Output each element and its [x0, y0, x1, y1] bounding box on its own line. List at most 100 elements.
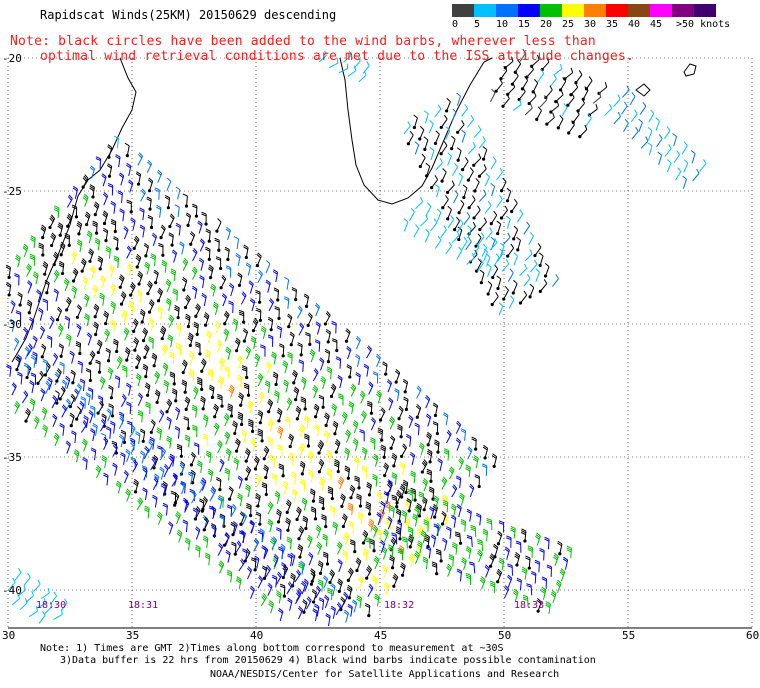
wind-barb	[257, 409, 264, 425]
footer-note-1: Note: 1) Times are GMT 2)Times along bot…	[40, 643, 504, 654]
wind-barb	[243, 382, 251, 397]
wind-barb	[306, 312, 313, 327]
wind-barb	[403, 218, 409, 232]
wind-barb	[184, 313, 191, 329]
wind-barb	[124, 347, 131, 362]
wind-barb	[357, 511, 364, 525]
wind-barb	[100, 418, 106, 432]
wind-barb	[105, 246, 112, 259]
wind-barb	[148, 317, 155, 331]
wind-barb	[428, 486, 435, 501]
wind-barb	[489, 238, 498, 251]
wind-barb	[317, 579, 324, 592]
wind-barb	[428, 120, 434, 134]
wind-barb	[413, 224, 420, 238]
wind-barb	[408, 553, 416, 567]
wind-barb	[28, 316, 35, 331]
wind-barb	[400, 443, 407, 458]
wind-barb	[328, 569, 335, 584]
wind-barb	[344, 447, 350, 461]
wind-barb	[55, 368, 62, 383]
wind-barb	[355, 353, 361, 367]
wind-barb	[304, 433, 311, 448]
wind-barb	[410, 470, 416, 484]
wind-barb	[22, 243, 29, 257]
wind-barb	[440, 225, 447, 239]
legend-label: 20	[540, 19, 553, 30]
wind-barb	[429, 506, 435, 520]
wind-barb	[489, 553, 496, 568]
wind-barb	[212, 301, 219, 315]
wind-barb	[184, 499, 190, 513]
wind-barb	[314, 339, 321, 352]
wind-barb	[218, 356, 226, 371]
wind-barb	[143, 445, 150, 460]
wind-barb	[245, 346, 252, 360]
wind-barb	[460, 518, 467, 532]
wind-barb	[461, 557, 467, 571]
wind-barb	[291, 369, 298, 385]
wind-barb	[377, 427, 384, 442]
lat-tick-label: -25	[2, 185, 22, 198]
wind-barb	[232, 521, 238, 535]
wind-barb	[237, 475, 243, 489]
wind-barb	[416, 540, 423, 554]
wind-barb	[331, 403, 337, 417]
wind-barb	[132, 318, 139, 333]
wind-barb	[545, 601, 551, 615]
wind-barb	[126, 420, 133, 434]
wind-barb	[148, 336, 154, 349]
wind-barb	[552, 274, 559, 287]
wind-barb	[434, 104, 442, 118]
wind-barb	[356, 595, 362, 608]
wind-barb	[374, 593, 380, 607]
wind-barb	[167, 334, 174, 348]
wind-barb	[86, 332, 92, 346]
wind-barb	[83, 293, 90, 308]
wind-barb	[656, 134, 663, 148]
wind-barb	[184, 537, 191, 551]
wind-barb	[232, 318, 239, 332]
wind-barb	[171, 473, 178, 487]
wind-barb	[310, 568, 316, 583]
wind-barb	[55, 306, 63, 322]
wind-barb	[493, 253, 500, 267]
wind-barb	[69, 412, 75, 428]
wind-barb	[73, 449, 80, 463]
wind-barb	[425, 202, 432, 216]
wind-barb	[59, 423, 65, 436]
wind-barb	[246, 566, 253, 580]
wind-barb	[15, 310, 22, 323]
wind-barb	[337, 578, 343, 593]
wind-barb	[366, 482, 372, 497]
lon-tick-label: 60	[746, 629, 760, 642]
wind-barb	[474, 233, 482, 248]
wind-barb	[446, 526, 452, 539]
wind-barb	[298, 322, 305, 336]
wind-barb	[441, 494, 448, 508]
wind-barb	[261, 482, 268, 497]
wind-barb	[322, 533, 328, 547]
wind-barb	[139, 450, 146, 464]
wind-barb	[53, 205, 60, 218]
wind-barb	[339, 596, 346, 612]
wind-barb	[569, 82, 579, 97]
wind-barb	[346, 345, 352, 360]
wind-barb	[257, 269, 263, 284]
wind-barb	[235, 253, 241, 267]
wind-barb	[182, 276, 188, 292]
wind-barb	[559, 568, 566, 582]
wind-barb	[407, 533, 415, 549]
wind-barb	[223, 328, 230, 342]
wind-barb	[260, 325, 267, 339]
wind-barb	[348, 401, 355, 414]
wind-barb	[16, 354, 22, 368]
wind-barb	[300, 580, 307, 595]
wind-barb	[330, 582, 336, 596]
wind-barb	[541, 576, 547, 589]
wind-barb	[41, 406, 48, 421]
wind-barb	[65, 333, 72, 347]
wind-barb	[613, 111, 621, 125]
wind-barb	[318, 50, 327, 63]
lat-tick-label: -30	[2, 318, 22, 331]
